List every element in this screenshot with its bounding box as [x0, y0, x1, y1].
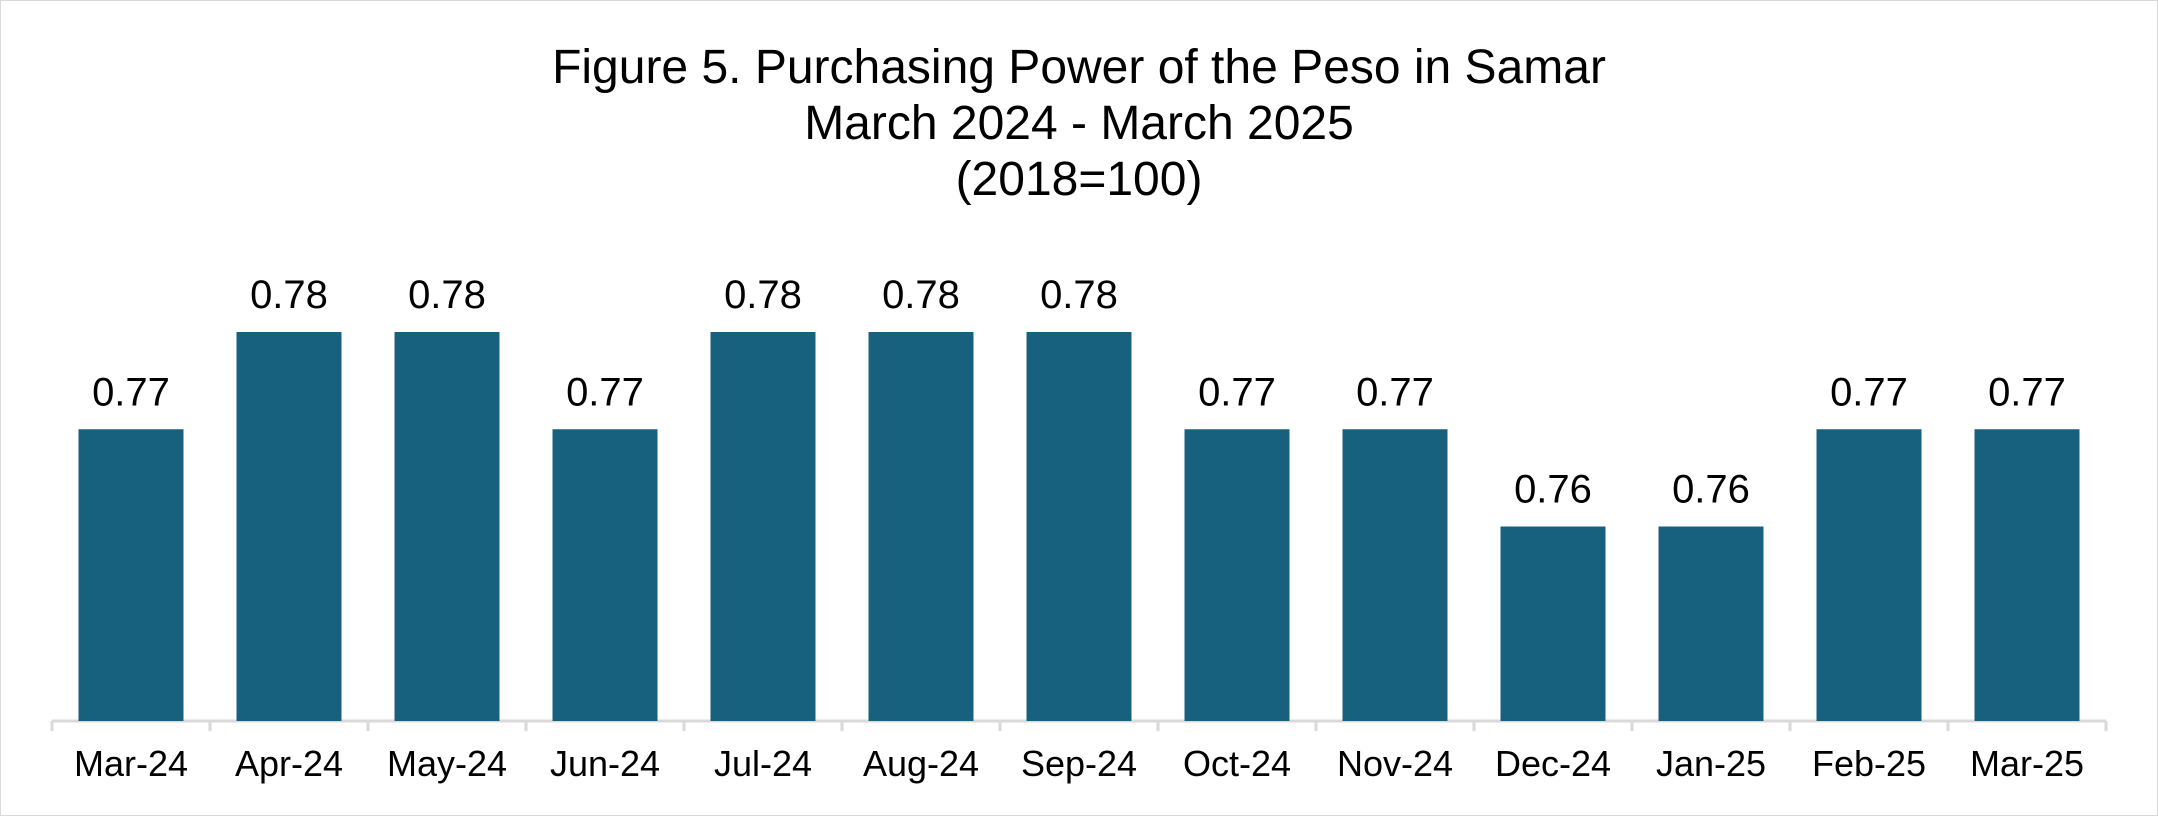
- bar-jan-25: [1658, 526, 1764, 721]
- bar-jun-24: [552, 429, 658, 721]
- x-tick-label-sep-24: Sep-24: [1021, 743, 1137, 784]
- data-label-oct-24: 0.77: [1198, 370, 1276, 414]
- bar-aug-24: [868, 332, 974, 721]
- data-label-dec-24: 0.76: [1514, 468, 1592, 512]
- x-tick-label-dec-24: Dec-24: [1495, 743, 1611, 784]
- x-tick-label-may-24: May-24: [387, 743, 507, 784]
- bar-apr-24: [236, 332, 342, 721]
- data-label-nov-24: 0.77: [1356, 370, 1434, 414]
- data-label-mar-24: 0.77: [92, 370, 170, 414]
- x-tick-label-jul-24: Jul-24: [714, 743, 812, 784]
- data-label-jun-24: 0.77: [566, 370, 644, 414]
- data-label-may-24: 0.78: [408, 273, 486, 317]
- data-label-sep-24: 0.78: [1040, 273, 1118, 317]
- bar-jul-24: [710, 332, 816, 721]
- data-label-jan-25: 0.76: [1672, 468, 1750, 512]
- data-label-jul-24: 0.78: [724, 273, 802, 317]
- bar-dec-24: [1500, 526, 1606, 721]
- data-label-apr-24: 0.78: [250, 273, 328, 317]
- bar-nov-24: [1342, 429, 1448, 721]
- x-tick-label-nov-24: Nov-24: [1337, 743, 1453, 784]
- bar-sep-24: [1026, 332, 1132, 721]
- bar-mar-25: [1974, 429, 2080, 721]
- bar-feb-25: [1816, 429, 1922, 721]
- x-tick-label-mar-24: Mar-24: [74, 743, 188, 784]
- x-tick-label-aug-24: Aug-24: [863, 743, 979, 784]
- data-label-mar-25: 0.77: [1988, 370, 2066, 414]
- chart-base-note: (2018=100): [955, 153, 1203, 206]
- x-tick-label-jan-25: Jan-25: [1656, 743, 1766, 784]
- x-tick-label-jun-24: Jun-24: [550, 743, 660, 784]
- x-tick-label-mar-25: Mar-25: [1970, 743, 2084, 784]
- chart-subtitle: March 2024 - March 2025: [804, 97, 1354, 150]
- bar-may-24: [394, 332, 500, 721]
- data-label-feb-25: 0.77: [1830, 370, 1908, 414]
- x-tick-label-feb-25: Feb-25: [1812, 743, 1926, 784]
- bar-oct-24: [1184, 429, 1290, 721]
- x-tick-label-oct-24: Oct-24: [1183, 743, 1291, 784]
- bar-mar-24: [78, 429, 184, 721]
- chart-title: Figure 5. Purchasing Power of the Peso i…: [552, 41, 1606, 94]
- x-tick-label-apr-24: Apr-24: [235, 743, 343, 784]
- data-label-aug-24: 0.78: [882, 273, 960, 317]
